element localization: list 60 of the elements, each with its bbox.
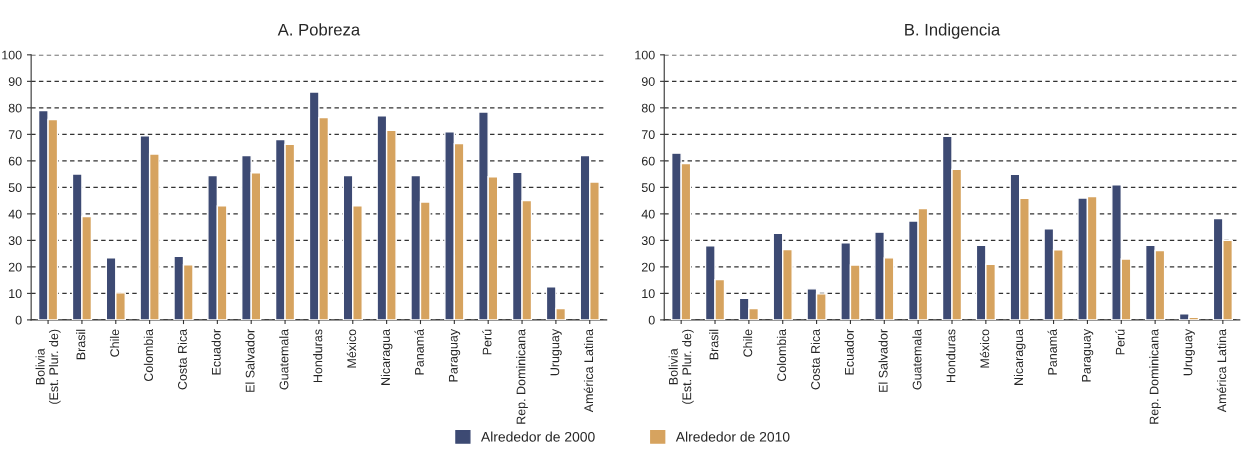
x-tick-label: Nicaragua — [1013, 328, 1026, 385]
x-tick-label: Perú — [1115, 329, 1125, 355]
y-tick-label: 70 — [641, 130, 655, 140]
x-tick-label: Honduras — [946, 329, 956, 383]
y-tick-label: 30 — [8, 236, 22, 246]
x-tick-label: Paraguay — [448, 328, 461, 382]
x-tick-label: Bolivia (Est. Plur. de) — [35, 329, 61, 404]
x-tick-label: Bolivia (Est. Plur. de) — [668, 329, 694, 404]
chart-title: B. Indigencia — [905, 23, 1001, 39]
x-tick-label: Uruguay — [550, 328, 562, 376]
x-tick-label: Costa Rica — [177, 328, 187, 390]
y-tick-label: 10 — [642, 289, 655, 299]
y-tick-label: 50 — [641, 183, 655, 193]
y-tick-label: 0 — [15, 315, 22, 325]
x-tick-label: Costa Rica — [810, 328, 820, 390]
y-tick-label: 70 — [8, 130, 22, 140]
x-tick-label: Perú — [482, 329, 492, 355]
y-tick-label: 80 — [641, 103, 655, 113]
y-tick-label: 60 — [8, 156, 22, 166]
legend-label: Alrededor de 2000 — [480, 431, 595, 442]
x-tick-label: Paraguay — [1082, 328, 1094, 382]
x-tick-label: Guatemala — [279, 328, 289, 390]
chart-title: A. Pobreza — [277, 23, 361, 36]
y-tick-label: 40 — [8, 209, 22, 219]
y-tick-label: 40 — [641, 209, 655, 219]
y-tick-label: 0 — [648, 315, 655, 325]
x-tick-label: Guatemala — [912, 328, 922, 390]
x-tick-label: Rep. Dominicana — [516, 328, 528, 424]
y-tick-label: 60 — [641, 156, 655, 166]
x-tick-label: Colombia — [143, 328, 153, 382]
x-tick-label: Chile — [109, 329, 120, 357]
x-tick-label: Panamá — [414, 328, 424, 375]
x-tick-label: Uruguay — [1183, 328, 1195, 376]
x-tick-label: Ecuador — [211, 329, 221, 375]
legend-label: Alrededor de 2010 — [675, 431, 790, 442]
x-tick-label: Brasil — [76, 329, 86, 360]
x-tick-label: El Salvador — [878, 329, 888, 392]
x-tick-label: Rep. Dominicana — [1149, 328, 1161, 424]
x-tick-label: Brasil — [709, 329, 719, 360]
y-tick-label: 90 — [641, 77, 655, 86]
y-tick-label: 30 — [641, 236, 655, 246]
x-tick-label: Nicaragua — [380, 328, 393, 385]
x-tick-label: México — [979, 329, 990, 368]
y-tick-label: 50 — [8, 183, 22, 193]
x-tick-label: Panamá — [1047, 328, 1057, 375]
y-tick-label: 100 — [635, 50, 655, 60]
y-tick-label: 80 — [8, 103, 22, 113]
y-tick-label: 10 — [9, 289, 22, 299]
x-tick-label: América Latina — [583, 328, 594, 413]
y-tick-label: 20 — [641, 262, 655, 272]
y-tick-label: 20 — [8, 262, 22, 272]
x-tick-label: Honduras — [313, 329, 323, 383]
x-tick-label: Ecuador — [844, 329, 854, 375]
y-tick-label: 100 — [2, 50, 22, 60]
x-tick-label: El Salvador — [245, 329, 255, 392]
x-tick-label: México — [346, 329, 357, 368]
x-tick-label: Colombia — [776, 328, 787, 382]
x-tick-label: Chile — [743, 329, 753, 357]
x-tick-label: América Latina — [1216, 328, 1227, 413]
y-tick-label: 90 — [8, 77, 22, 86]
